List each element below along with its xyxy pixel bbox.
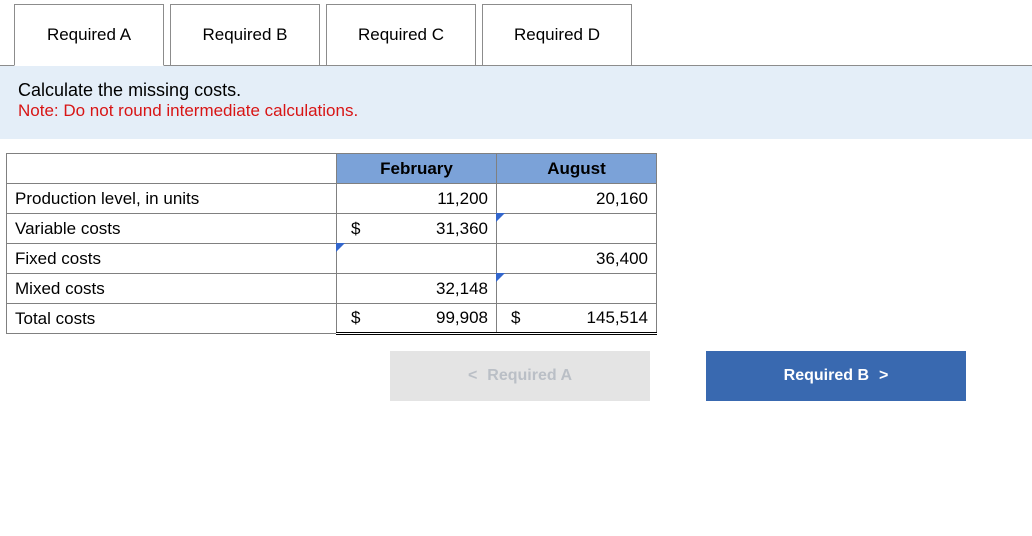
cell-dollar: $ [505, 308, 520, 328]
cell-dollar: $ [345, 308, 360, 328]
nav-buttons: < Required A Required B > [0, 351, 1032, 401]
tab-required-d[interactable]: Required D [482, 4, 632, 66]
row-label: Production level, in units [7, 184, 337, 214]
cell-value: 36,400 [497, 244, 657, 274]
table-row: Variable costs $ 31,360 [7, 214, 657, 244]
cell-value: $ 99,908 [337, 304, 497, 334]
instruction-text: Calculate the missing costs. [18, 80, 1014, 101]
column-header-august: August [497, 154, 657, 184]
cell-number: 99,908 [436, 308, 488, 327]
tab-label: Required A [47, 25, 131, 45]
cell-number: 20,160 [596, 189, 648, 208]
prev-button: < Required A [390, 351, 650, 401]
instruction-panel: Calculate the missing costs. Note: Do no… [0, 65, 1032, 139]
cell-number: 145,514 [587, 308, 648, 327]
instruction-note: Note: Do not round intermediate calculat… [18, 101, 1014, 121]
table-row-total: Total costs $ 99,908 $ 145,514 [7, 304, 657, 334]
column-header-february: February [337, 154, 497, 184]
row-label: Variable costs [7, 214, 337, 244]
cell-number: 11,200 [437, 189, 488, 208]
tab-label: Required D [514, 25, 600, 45]
chevron-left-icon: < [468, 367, 477, 385]
table-header-row: February August [7, 154, 657, 184]
chevron-right-icon: > [879, 367, 888, 385]
tabs-row: Required A Required B Required C Require… [0, 0, 1032, 66]
row-label: Mixed costs [7, 274, 337, 304]
input-marker-icon [496, 273, 505, 282]
cell-number: 32,148 [436, 279, 488, 298]
table-row: Mixed costs 32,148 [7, 274, 657, 304]
cell-number: 31,360 [436, 219, 488, 238]
next-button-label: Required B [784, 367, 869, 385]
cell-value: 20,160 [497, 184, 657, 214]
header-blank [7, 154, 337, 184]
tab-label: Required C [358, 25, 444, 45]
page: Required A Required B Required C Require… [0, 0, 1032, 401]
row-label: Total costs [7, 304, 337, 334]
cell-value: $ 145,514 [497, 304, 657, 334]
table-row: Production level, in units 11,200 20,160 [7, 184, 657, 214]
tab-required-b[interactable]: Required B [170, 4, 320, 66]
tab-label: Required B [202, 25, 287, 45]
cell-value: $ 31,360 [337, 214, 497, 244]
cell-number: 36,400 [596, 249, 648, 268]
cell-value: 11,200 [337, 184, 497, 214]
input-marker-icon [496, 213, 505, 222]
cell-value: 32,148 [337, 274, 497, 304]
input-marker-icon [336, 243, 345, 252]
tab-required-c[interactable]: Required C [326, 4, 476, 66]
tab-required-a[interactable]: Required A [14, 4, 164, 66]
cell-input[interactable] [337, 244, 497, 274]
costs-table: February August Production level, in uni… [6, 153, 657, 335]
table-row: Fixed costs 36,400 [7, 244, 657, 274]
next-button[interactable]: Required B > [706, 351, 966, 401]
table-container: February August Production level, in uni… [0, 139, 1032, 335]
prev-button-label: Required A [487, 367, 572, 385]
cell-input[interactable] [497, 274, 657, 304]
cell-dollar: $ [345, 219, 360, 239]
row-label: Fixed costs [7, 244, 337, 274]
cell-input[interactable] [497, 214, 657, 244]
